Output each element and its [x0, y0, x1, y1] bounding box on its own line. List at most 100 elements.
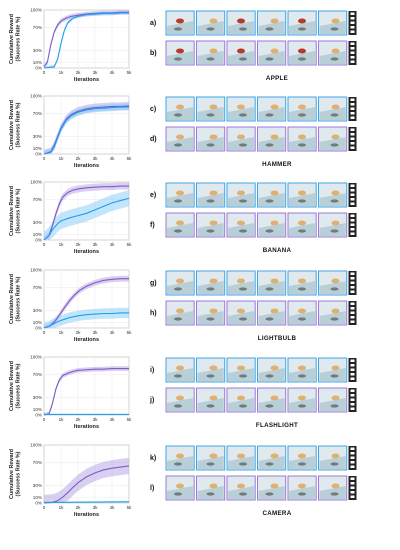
x-tick-label: 3k	[93, 242, 99, 247]
x-tick-label: 1k	[59, 156, 65, 161]
series-band-blue	[44, 190, 129, 240]
frame-floor	[228, 281, 255, 294]
frame-shadow	[174, 113, 182, 117]
row-label: a)	[150, 20, 156, 27]
y-tick-label: 100%	[30, 8, 42, 13]
series-line-purple	[43, 465, 130, 504]
frame-object	[209, 483, 218, 489]
frame-shadow	[265, 113, 274, 117]
frame-shadow	[174, 27, 182, 31]
film-hole	[350, 486, 355, 489]
frame-object	[176, 453, 184, 459]
x-tick-label: 2k	[76, 330, 82, 335]
frame-shadow	[239, 27, 247, 31]
frame-shadow	[206, 317, 215, 321]
film-hole	[350, 359, 355, 362]
frame-floor	[228, 51, 255, 64]
frame-object	[331, 190, 340, 196]
frame-floor	[167, 486, 194, 499]
x-tick-label: 0	[43, 417, 46, 422]
frame-object	[270, 308, 279, 314]
frame-shadow	[174, 199, 182, 203]
series-line-blue	[43, 197, 130, 241]
film-hole	[350, 407, 355, 410]
frame-shadow	[206, 287, 215, 291]
frame-shadow	[206, 404, 215, 408]
frame-floor	[167, 21, 194, 34]
frame-shadow	[265, 317, 274, 321]
y-tick-label: 10%	[33, 60, 42, 65]
frame-shadow	[239, 287, 247, 291]
film-hole	[350, 189, 355, 192]
row-label: c)	[150, 106, 156, 113]
frame-floor	[228, 486, 255, 499]
y-axis-label-line: Cumulative Reward	[9, 100, 15, 150]
frame-floor	[167, 223, 194, 236]
y-tick-label: 0%	[35, 413, 42, 418]
plot-area	[43, 9, 130, 69]
row-label: b)	[150, 50, 157, 57]
y-axis-label-line: (Success Rate %)	[16, 363, 22, 408]
frame-object	[298, 308, 306, 314]
frame-floor	[167, 456, 194, 469]
frame-shadow	[239, 143, 247, 147]
frame-object	[298, 483, 306, 489]
frame-shadow	[174, 374, 182, 378]
frame-shadow	[330, 317, 339, 321]
series-line-purple	[43, 105, 130, 155]
frame-floor	[319, 486, 346, 499]
frame-shadow	[298, 404, 306, 408]
frame-object	[298, 190, 306, 196]
y-axis-label-line: (Success Rate %)	[16, 276, 22, 321]
frame-shadow	[239, 374, 247, 378]
film-hole	[350, 116, 355, 119]
y-tick-label: 10%	[33, 407, 42, 412]
y-tick-label: 70%	[33, 197, 42, 202]
film-hole	[350, 12, 355, 15]
film-hole	[350, 452, 355, 455]
x-axis-label: Iterations	[74, 163, 99, 169]
x-tick-label: 2k	[76, 156, 82, 161]
series-line-blue	[43, 12, 129, 69]
frame-shadow	[330, 113, 339, 117]
frame-floor	[258, 311, 285, 324]
frame-shadow	[239, 199, 247, 203]
row-label: l)	[150, 485, 154, 492]
film-hole	[350, 389, 355, 392]
frame-floor	[258, 368, 285, 381]
y-axis-label: Cumulative Reward (Success Rate %)	[9, 274, 22, 324]
frame-shadow	[265, 27, 274, 31]
y-tick-label: 70%	[33, 460, 42, 465]
frame-shadow	[330, 229, 339, 233]
frame-object	[331, 134, 340, 140]
frame-floor	[167, 107, 194, 120]
frame-shadow	[265, 199, 274, 203]
frame-object	[237, 395, 245, 401]
frame-shadow	[298, 113, 306, 117]
frame-floor	[258, 21, 285, 34]
film-hole	[350, 302, 355, 305]
film-hole	[350, 373, 355, 376]
x-tick-label: 4k	[110, 505, 116, 510]
film-hole	[350, 398, 355, 401]
frame-object	[237, 220, 245, 226]
x-axis-label: Iterations	[74, 424, 99, 430]
frame-object	[237, 278, 245, 284]
film-hole	[350, 103, 355, 106]
frame-object	[270, 104, 279, 110]
frame-floor	[228, 21, 255, 34]
object-name: APPLE	[266, 75, 288, 82]
frame-shadow	[174, 229, 182, 233]
frame-shadow	[330, 462, 339, 466]
film-hole	[350, 223, 355, 226]
frame-object	[298, 104, 306, 110]
y-tick-label: 0%	[35, 501, 42, 506]
film-hole	[350, 56, 355, 59]
frame-shadow	[330, 374, 339, 378]
frame-object	[237, 190, 245, 196]
film-hole	[350, 456, 355, 459]
frame-shadow	[330, 404, 339, 408]
frame-shadow	[206, 199, 215, 203]
frame-object	[270, 365, 279, 371]
film-hole	[350, 51, 355, 54]
